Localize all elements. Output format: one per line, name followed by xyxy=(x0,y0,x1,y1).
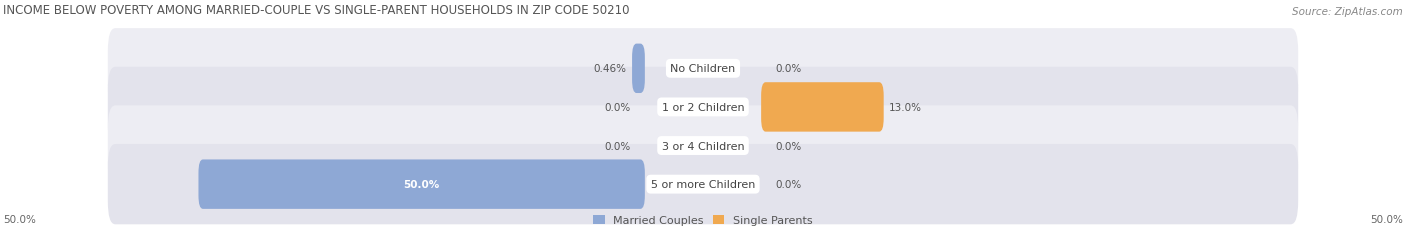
FancyBboxPatch shape xyxy=(108,67,1298,147)
FancyBboxPatch shape xyxy=(761,83,884,132)
Text: 50.0%: 50.0% xyxy=(1371,214,1403,224)
FancyBboxPatch shape xyxy=(108,29,1298,109)
Text: 0.0%: 0.0% xyxy=(776,141,801,151)
FancyBboxPatch shape xyxy=(198,160,645,209)
Text: 50.0%: 50.0% xyxy=(404,179,440,189)
Text: 50.0%: 50.0% xyxy=(3,214,35,224)
FancyBboxPatch shape xyxy=(633,44,645,94)
Text: 1 or 2 Children: 1 or 2 Children xyxy=(662,103,744,112)
FancyBboxPatch shape xyxy=(108,106,1298,186)
Text: 13.0%: 13.0% xyxy=(890,103,922,112)
Text: 0.0%: 0.0% xyxy=(605,103,630,112)
Text: 0.0%: 0.0% xyxy=(605,141,630,151)
Text: 0.46%: 0.46% xyxy=(593,64,627,74)
Legend: Married Couples, Single Parents: Married Couples, Single Parents xyxy=(589,211,817,230)
Text: Source: ZipAtlas.com: Source: ZipAtlas.com xyxy=(1292,7,1403,17)
Text: 0.0%: 0.0% xyxy=(776,64,801,74)
Text: 5 or more Children: 5 or more Children xyxy=(651,179,755,189)
Text: INCOME BELOW POVERTY AMONG MARRIED-COUPLE VS SINGLE-PARENT HOUSEHOLDS IN ZIP COD: INCOME BELOW POVERTY AMONG MARRIED-COUPL… xyxy=(3,4,630,17)
Text: 0.0%: 0.0% xyxy=(776,179,801,189)
Text: 3 or 4 Children: 3 or 4 Children xyxy=(662,141,744,151)
Text: No Children: No Children xyxy=(671,64,735,74)
FancyBboxPatch shape xyxy=(108,144,1298,224)
